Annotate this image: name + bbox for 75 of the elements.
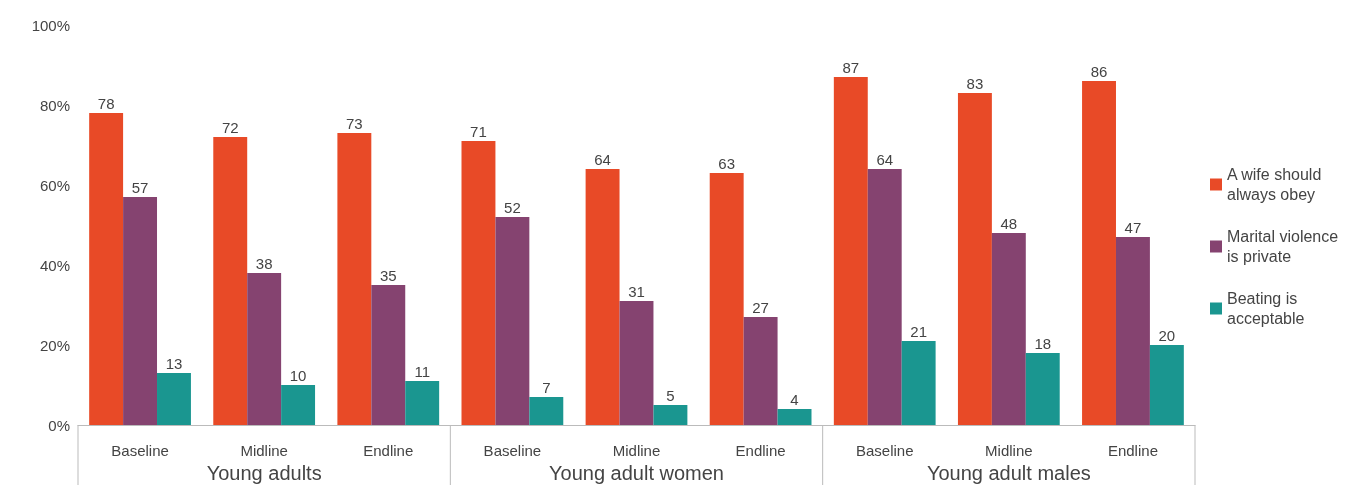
legend-label: Marital violence is private xyxy=(1227,228,1343,265)
x-tick-label: Midline xyxy=(240,442,288,459)
data-label: 78 xyxy=(97,95,115,112)
data-label: 63 xyxy=(718,155,736,172)
y-tick-label: 80% xyxy=(39,96,70,114)
x-tick-label: Baseline xyxy=(483,442,542,459)
x-tick-label: Midline xyxy=(612,442,661,459)
data-label: 64 xyxy=(876,151,894,168)
data-label: 86 xyxy=(1090,63,1108,80)
data-label: 83 xyxy=(966,75,984,92)
bar xyxy=(743,317,778,425)
x-tick-label: Endline xyxy=(735,442,786,459)
x-tick-label: Baseline xyxy=(111,442,169,459)
bar xyxy=(833,77,868,425)
y-tick-label: 100% xyxy=(31,16,70,34)
y-tick-label: 20% xyxy=(39,336,70,354)
data-label: 71 xyxy=(470,123,487,140)
bar xyxy=(1082,81,1116,425)
data-label: 10 xyxy=(289,367,307,384)
bar xyxy=(495,217,530,425)
bar xyxy=(777,409,812,425)
legend-label: Beating is acceptable xyxy=(1227,290,1305,327)
data-label: 11 xyxy=(414,363,430,380)
data-label: 27 xyxy=(752,299,769,316)
data-label: 18 xyxy=(1034,335,1052,352)
bar xyxy=(709,173,744,425)
data-label: 5 xyxy=(666,387,675,404)
bar xyxy=(1025,353,1060,425)
bar xyxy=(89,113,124,425)
x-tick-label: Midline xyxy=(985,442,1033,459)
bar xyxy=(123,197,158,425)
data-label: 31 xyxy=(628,283,645,300)
data-label: 47 xyxy=(1124,219,1142,236)
data-label: 64 xyxy=(594,151,611,168)
data-label: 72 xyxy=(221,119,239,136)
data-label: 4 xyxy=(790,391,799,408)
text: Young adult women xyxy=(549,462,724,484)
x-tick-label: Baseline xyxy=(855,442,914,459)
y-tick-label: 0% xyxy=(48,416,70,434)
bar xyxy=(867,169,902,425)
data-label: 20 xyxy=(1158,327,1176,344)
data-label: 7 xyxy=(542,379,551,396)
x-tick-label: Endline xyxy=(1107,442,1158,459)
data-label: 38 xyxy=(255,255,273,272)
bar xyxy=(991,233,1026,425)
data-label: 52 xyxy=(504,199,521,216)
bar xyxy=(247,273,282,425)
bar xyxy=(901,341,936,425)
bar xyxy=(461,141,496,425)
bar xyxy=(957,93,992,425)
bar xyxy=(337,133,372,425)
data-label: 48 xyxy=(1000,215,1018,232)
y-tick-label: 40% xyxy=(39,256,70,274)
legend-label: A wife should always obey xyxy=(1227,166,1326,203)
bar xyxy=(371,285,406,425)
bar xyxy=(213,137,248,425)
y-tick-label: 60% xyxy=(39,176,70,194)
bar xyxy=(1115,237,1150,425)
bar xyxy=(1149,345,1184,425)
data-label: 87 xyxy=(842,59,860,76)
data-label: 57 xyxy=(131,179,149,196)
data-label: 13 xyxy=(165,355,183,372)
bar xyxy=(157,373,191,425)
data-label: 21 xyxy=(910,323,927,340)
text: Young adults xyxy=(206,462,322,484)
text: Young adult males xyxy=(926,462,1091,484)
bar xyxy=(585,169,620,425)
bar xyxy=(619,301,654,425)
data-label: 73 xyxy=(346,115,363,132)
bar xyxy=(529,397,564,425)
bar xyxy=(405,381,440,425)
data-label: 35 xyxy=(379,267,397,284)
bar xyxy=(653,405,688,425)
x-tick-label: Endline xyxy=(363,442,414,459)
bar xyxy=(281,385,316,425)
